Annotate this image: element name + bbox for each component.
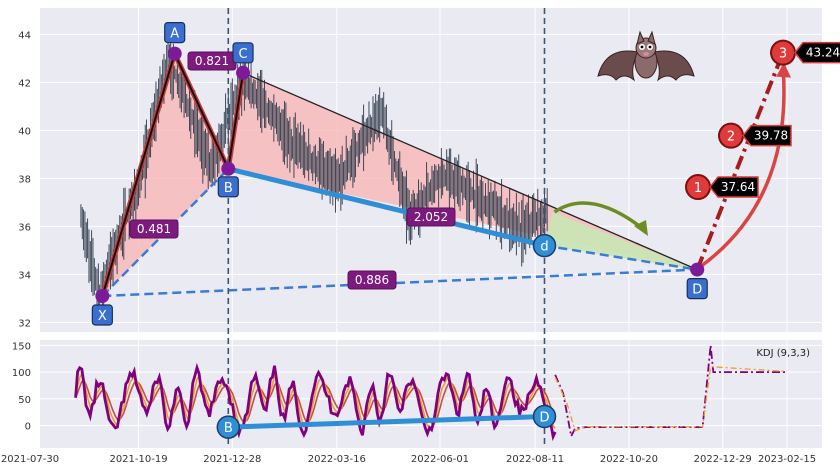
kdj-j-line: [74, 362, 557, 442]
y-tick-label: 34: [18, 270, 31, 281]
xa-leg: [101, 53, 176, 297]
projection-arrow: [553, 201, 644, 230]
kdj-y-tick-label: 0: [25, 422, 31, 433]
kdj-projected-k: [554, 366, 788, 432]
ratio-label: 0.481: [137, 222, 171, 236]
target-value-label: 37.64: [721, 180, 755, 194]
point-marker-d: [532, 233, 557, 258]
point-badge: [91, 304, 113, 326]
x-tick-label: 2022-03-16: [308, 454, 366, 465]
point-label: B: [224, 181, 233, 196]
kdj-divergence-line: [228, 413, 545, 430]
point-marker: [167, 46, 182, 61]
bat-right-ear: [647, 30, 656, 45]
point-badge: [217, 176, 239, 198]
target-projection-line: [695, 51, 785, 271]
target-number: 2: [727, 130, 735, 145]
point-label: d: [540, 240, 548, 255]
x-tick-label: 2023-02-15: [758, 454, 816, 465]
bat-right-wing: [653, 50, 695, 82]
point-label: D: [692, 283, 702, 298]
y-tick-label: 32: [18, 318, 31, 329]
y-tick-label: 38: [18, 174, 31, 185]
xd-dashed-line: [102, 268, 698, 298]
point-label: A: [170, 27, 179, 42]
x-tick-label: 2022-06-01: [411, 454, 469, 465]
projection-triangle: [544, 212, 698, 270]
target-value-label: 39.78: [754, 129, 788, 143]
target-number: 3: [779, 47, 787, 62]
bat-mouth: [643, 52, 649, 56]
point-badge: [164, 22, 186, 44]
target-arc: [698, 66, 786, 270]
kdj-d-line: [74, 379, 556, 425]
cd-leg: [242, 72, 698, 271]
ratio-label: 0.886: [355, 273, 389, 287]
ratio-badge: [347, 270, 397, 290]
bat-pupil: [640, 45, 644, 49]
bat-head: [635, 37, 657, 59]
y-tick-label: 44: [18, 30, 31, 41]
bat-left-wing: [597, 50, 639, 82]
x-tick-label: 2021-10-19: [109, 454, 167, 465]
ratio-label: 2.052: [414, 210, 448, 224]
kdj-title: KDJ (9,3,3): [756, 348, 810, 359]
bc-leg: [227, 72, 245, 169]
kdj-y-tick-label: 50: [18, 395, 31, 406]
dd-dashed-line: [544, 244, 698, 271]
target-number: 1: [694, 181, 702, 196]
point-marker: [221, 161, 236, 176]
ratio-badge: [129, 219, 179, 239]
kdj-divergence-marker: [216, 415, 241, 439]
projection-arrow-head: [634, 220, 648, 236]
bat-pupil: [648, 45, 652, 49]
target-value-tag: [742, 124, 792, 147]
y-tick-label: 42: [18, 78, 31, 89]
ratio-badge: [406, 207, 456, 227]
kdj-y-tick-label: 150: [12, 341, 31, 352]
kdj-divergence-marker: [532, 404, 557, 429]
y-tick-label: 36: [18, 222, 31, 233]
kdj-projected-j: [554, 345, 787, 439]
bd-trend-line: [227, 166, 546, 249]
kdj-y-tick-label: 100: [12, 368, 31, 379]
x-tick-label: 2021-07-30: [1, 454, 59, 465]
target-value-tag: [709, 176, 759, 198]
bat-left-ear: [636, 30, 645, 45]
target-value-label: 43.24: [806, 46, 840, 60]
bat-icon: [597, 30, 695, 82]
point-marker: [690, 262, 705, 277]
kdj-divergence-label: D: [539, 410, 549, 425]
point-badge: [232, 42, 254, 64]
point-marker: [236, 65, 251, 80]
point-marker: [95, 289, 110, 303]
target-value-tag: [794, 41, 840, 64]
point-label: C: [238, 47, 247, 62]
x-tick-label: 2022-12-29: [694, 454, 752, 465]
x-tick-label: 2022-10-20: [600, 454, 658, 465]
kdj-k-line: [74, 372, 556, 430]
y-tick-label: 40: [18, 126, 31, 137]
ab-leg: [173, 53, 230, 170]
x-tick-label: 2022-08-11: [506, 454, 564, 465]
kdj-divergence-label: B: [224, 421, 233, 436]
point-badge: [686, 278, 708, 300]
point-label: X: [98, 309, 107, 324]
kdj-panel: [40, 340, 822, 448]
x-tick-label: 2021-12-28: [203, 454, 261, 465]
target-arc-arrowhead: [776, 62, 791, 78]
ratio-label: 0.821: [195, 54, 229, 68]
